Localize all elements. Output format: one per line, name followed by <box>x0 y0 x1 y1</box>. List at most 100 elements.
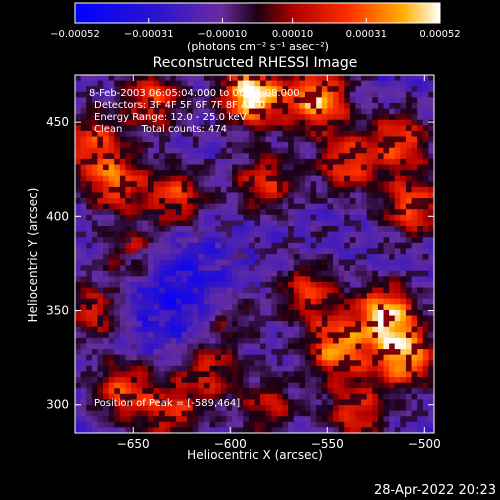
heatmap-cell <box>405 86 413 93</box>
heatmap-cell <box>333 91 340 98</box>
heatmap-cell <box>293 130 300 138</box>
heatmap-cell <box>204 298 211 305</box>
heatmap-cell <box>389 393 396 401</box>
heatmap-cell <box>237 365 244 373</box>
heatmap-cell <box>103 321 110 328</box>
heatmap-cell <box>349 170 357 177</box>
heatmap-cell <box>310 136 317 143</box>
heatmap-cell <box>417 164 424 171</box>
heatmap-cell <box>428 102 434 110</box>
heatmap-cell <box>293 242 300 249</box>
heatmap-cell <box>265 153 272 160</box>
heatmap-cell <box>119 427 127 433</box>
heatmap-cell <box>237 130 244 138</box>
heatmap-cell <box>316 354 323 361</box>
heatmap-cell <box>164 248 171 255</box>
heatmap-cell <box>316 186 323 194</box>
heatmap-cell <box>417 259 424 266</box>
heatmap-cell <box>389 399 396 406</box>
heatmap-cell <box>164 192 171 199</box>
heatmap-cell <box>153 270 160 277</box>
heatmap-cell <box>293 91 300 98</box>
heatmap-cell <box>265 80 272 87</box>
heatmap-cell <box>237 410 244 417</box>
heatmap-cell <box>355 108 362 115</box>
heatmap-cell <box>97 410 104 417</box>
heatmap-cell <box>103 147 110 154</box>
heatmap-cell <box>91 287 99 294</box>
heatmap-cell <box>344 371 351 378</box>
heatmap-cell <box>422 125 429 132</box>
heatmap-cell <box>333 186 340 194</box>
heatmap-cell <box>316 360 323 367</box>
heatmap-cell <box>187 231 194 238</box>
heatmap-cell <box>125 186 132 194</box>
heatmap-cell <box>204 198 211 205</box>
heatmap-cell <box>344 158 351 166</box>
annotation-detectors: Detectors: 3F 4F 5F 6F 7F 8F Att 0 <box>94 100 265 111</box>
heatmap-cell <box>181 130 188 138</box>
heatmap-cell <box>344 203 351 210</box>
heatmap-cell <box>153 97 160 104</box>
heatmap-cell <box>333 416 340 423</box>
heatmap-cell <box>187 254 194 261</box>
heatmap-cell <box>428 349 434 356</box>
heatmap-cell <box>159 410 166 417</box>
heatmap-cell <box>80 265 87 272</box>
heatmap-cell <box>97 399 104 406</box>
heatmap-cell <box>142 360 149 367</box>
heatmap-cell <box>288 198 295 205</box>
heatmap-cell <box>181 259 188 266</box>
heatmap-cell <box>209 125 216 132</box>
heatmap-cell <box>142 354 149 361</box>
heatmap-cell <box>80 75 87 82</box>
heatmap-cell <box>394 220 401 227</box>
heatmap-cell <box>428 293 434 300</box>
heatmap-cell <box>108 276 115 283</box>
heatmap-cell <box>288 186 295 194</box>
heatmap-cell <box>204 382 211 389</box>
heatmap-cell <box>327 388 334 395</box>
heatmap-cell <box>304 108 312 115</box>
heatmap-cell <box>304 326 312 333</box>
heatmap-cell <box>91 220 99 227</box>
heatmap-cell <box>192 382 200 389</box>
heatmap-cell <box>125 130 132 138</box>
heatmap-cell <box>91 181 99 188</box>
heatmap-cell <box>75 377 82 384</box>
heatmap-cell <box>75 259 82 266</box>
heatmap-cell <box>108 399 115 406</box>
heatmap-cell <box>254 203 261 210</box>
heatmap-cell <box>271 427 278 433</box>
heatmap-cell <box>383 237 390 244</box>
heatmap-cell <box>147 242 155 249</box>
heatmap-cell <box>237 337 244 345</box>
heatmap-cell <box>80 399 87 406</box>
heatmap-cell <box>175 130 183 138</box>
heatmap-cell <box>428 214 434 222</box>
heatmap-cell <box>338 108 345 115</box>
heatmap-cell <box>108 237 115 244</box>
heatmap-cell <box>288 108 295 115</box>
heatmap-cell <box>91 158 99 166</box>
heatmap-cell <box>293 170 300 177</box>
heatmap-cell <box>405 97 413 104</box>
heatmap-cell <box>153 377 160 384</box>
heatmap-cell <box>349 147 357 154</box>
heatmap-cell <box>265 226 272 233</box>
heatmap-cell <box>103 86 110 93</box>
heatmap-cell <box>316 349 323 356</box>
heatmap-cell <box>103 102 110 110</box>
heatmap-cell <box>394 287 401 294</box>
heatmap-cell <box>349 130 357 138</box>
heatmap-cell <box>170 203 177 210</box>
heatmap-cell <box>327 332 334 339</box>
heatmap-cell <box>316 170 323 177</box>
heatmap-cell <box>355 360 362 367</box>
heatmap-cell <box>383 130 390 138</box>
heatmap-cell <box>147 181 155 188</box>
heatmap-cell <box>175 91 183 98</box>
heatmap-cell <box>91 75 99 82</box>
heatmap-cell <box>265 349 272 356</box>
heatmap-cell <box>265 209 272 216</box>
